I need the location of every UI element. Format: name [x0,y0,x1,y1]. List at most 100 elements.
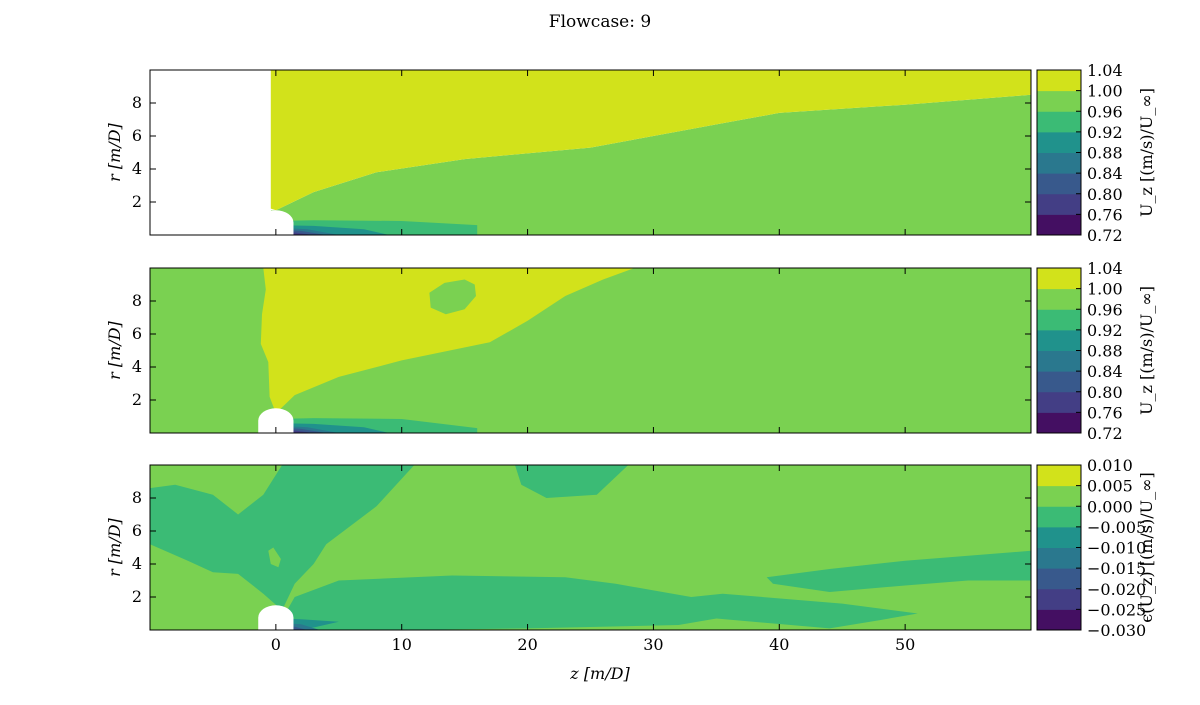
colorbar-segment [1037,609,1081,631]
colorbar-tick-label: 0.010 [1087,456,1133,475]
colorbar-tick-label: 0.80 [1087,185,1123,204]
hub-shape [258,605,294,630]
colorbar-segment [1037,588,1081,610]
colorbar-segment [1037,465,1081,487]
colorbar-tick-label: 0.92 [1087,123,1123,142]
colorbar-tick-label: 1.04 [1087,61,1123,80]
y-tick-label: 8 [132,93,142,112]
y-tick-label: 6 [132,126,142,145]
colorbar-tick-label: −0.010 [1087,539,1146,558]
colorbar-segment [1037,193,1081,215]
y-axis-label: r [m/D] [105,517,124,576]
colorbar-label: U_z [(m/s)/U_∞] [1137,88,1156,217]
colorbar-tick-label: 0.96 [1087,102,1123,121]
colorbar-tick-label: 0.88 [1087,342,1123,361]
colorbar-segment [1037,547,1081,569]
colorbar-tick-label: 1.04 [1087,259,1123,278]
hub-shape [258,210,294,235]
x-tick-label: 10 [392,635,412,654]
contour-region-3 [515,465,629,498]
colorbar-segment [1037,131,1081,153]
x-tick-label: 0 [271,635,281,654]
colorbar: −0.030 −0.025−0.020 −0.015−0.010 −0.005 0.00… [1036,456,1156,640]
colorbar-segment [1037,70,1081,92]
colorbar-tick-label: 1.00 [1087,82,1123,101]
colorbar-segment [1037,329,1081,351]
colorbar-segment [1037,350,1081,372]
colorbar-tick-label: −0.030 [1087,621,1146,640]
contour-region-1 [150,465,415,611]
colorbar-tick-label: 0.84 [1087,164,1123,183]
colorbar-tick-label: −0.005 [1087,518,1146,537]
y-tick-label: 4 [132,357,142,376]
colorbar-tick-label: 0.80 [1087,383,1123,402]
colorbar-label: U_z [(m/s)/U_∞] [1137,286,1156,415]
colorbar-segment [1037,526,1081,548]
contour-region-1 [270,70,1031,211]
contour-field [150,268,1031,433]
contour-region-2 [429,279,476,315]
colorbar-segment [1037,371,1081,393]
colorbar-segment [1037,268,1081,290]
y-tick-label: 2 [132,587,142,606]
colorbar-tick-label: 0.000 [1087,497,1133,516]
colorbar-tick-label: 0.005 [1087,477,1133,496]
colorbar-tick-label: 0.88 [1087,144,1123,163]
colorbar-segment [1037,309,1081,331]
colorbar-segment [1037,412,1081,434]
y-tick-label: 2 [132,192,142,211]
x-tick-label: 20 [517,635,537,654]
hub-shape [258,408,294,433]
colorbar-segment [1037,506,1081,528]
contour-field [150,70,1031,235]
plot-frame [149,69,1032,236]
contour-region-5 [766,550,1031,592]
x-axis-label: z [m/D] [569,664,630,683]
colorbar-tick-label: 0.72 [1087,424,1123,443]
x-tick-label: 50 [895,635,915,654]
y-axis-label: r [m/D] [105,122,124,181]
y-tick-label: 4 [132,159,142,178]
colorbar-segment [1037,485,1081,507]
contour-region-4 [275,575,918,630]
colorbar-tick-label: 0.92 [1087,321,1123,340]
colorbar-segment [1037,288,1081,310]
colorbar: 0.72 0.760.80 0.840.88 0.92 0.961.00 1.04 U_z … [1036,259,1156,443]
colorbar-tick-label: 0.72 [1087,226,1123,245]
colorbar-segment [1037,214,1081,236]
colorbar-segment [1037,391,1081,413]
y-tick-label: 2 [132,390,142,409]
colorbar-tick-label: −0.025 [1087,600,1146,619]
colorbar-tick-label: 1.00 [1087,280,1123,299]
y-axis-label: r [m/D] [105,320,124,379]
plot-frame [149,464,1032,631]
colorbar-segment [1037,568,1081,590]
colorbar-segment [1037,111,1081,133]
colorbar-tick-label: 0.84 [1087,362,1123,381]
plot-frame [149,267,1032,434]
y-tick-label: 6 [132,521,142,540]
x-tick-label: 40 [769,635,789,654]
panel-bottom: 2 4 6 8 0 10 20 30 40 50 r [m/D] −0.030 −0.025−0.020… [105,456,1156,654]
y-tick-label: 8 [132,488,142,507]
colorbar-tick-label: 0.96 [1087,300,1123,319]
colorbar-segment [1037,152,1081,174]
x-tick-label: 30 [643,635,663,654]
y-tick-label: 4 [132,554,142,573]
figure-title: Flowcase: 9 [549,12,651,32]
colorbar-tick-label: −0.015 [1087,559,1146,578]
colorbar-segment [1037,90,1081,112]
colorbar: 0.72 0.760.80 0.840.88 0.92 0.961.00 1.04 U_z … [1036,61,1156,245]
contour-region-2 [268,547,281,568]
colorbar-label: ϵ(U_z) [(m/s)/U_∞] [1137,472,1156,622]
colorbar-tick-label: 0.76 [1087,403,1123,422]
contour-region-0 [150,70,1031,235]
y-tick-label: 6 [132,324,142,343]
contour-region-1 [260,268,635,414]
y-tick-label: 8 [132,291,142,310]
